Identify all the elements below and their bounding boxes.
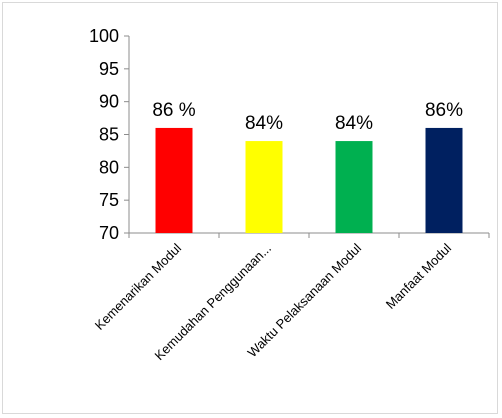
bar-4 [425,127,463,233]
y-tick-label: 75 [99,190,119,210]
y-tick-label: 70 [99,223,119,243]
y-tick-label: 80 [99,157,119,177]
y-tick-label: 95 [99,59,119,79]
chart-frame: 70 75 80 85 90 95 100 86 % Kemenarikan Modul 84% K… [2,2,498,414]
y-tick-label: 90 [99,92,119,112]
y-tick-label: 85 [99,125,119,145]
data-label: 84% [245,113,283,134]
bar-1 [155,127,193,233]
category-label: Kemenarikan Modul [92,240,184,332]
y-tick-label: 100 [89,26,119,46]
bar-3 [335,141,373,233]
data-label: 84% [335,113,373,134]
bar-2 [245,141,283,233]
category-label: Manfaat Modul [383,240,454,311]
data-label: 86 % [152,100,195,121]
data-label: 86% [425,100,463,121]
